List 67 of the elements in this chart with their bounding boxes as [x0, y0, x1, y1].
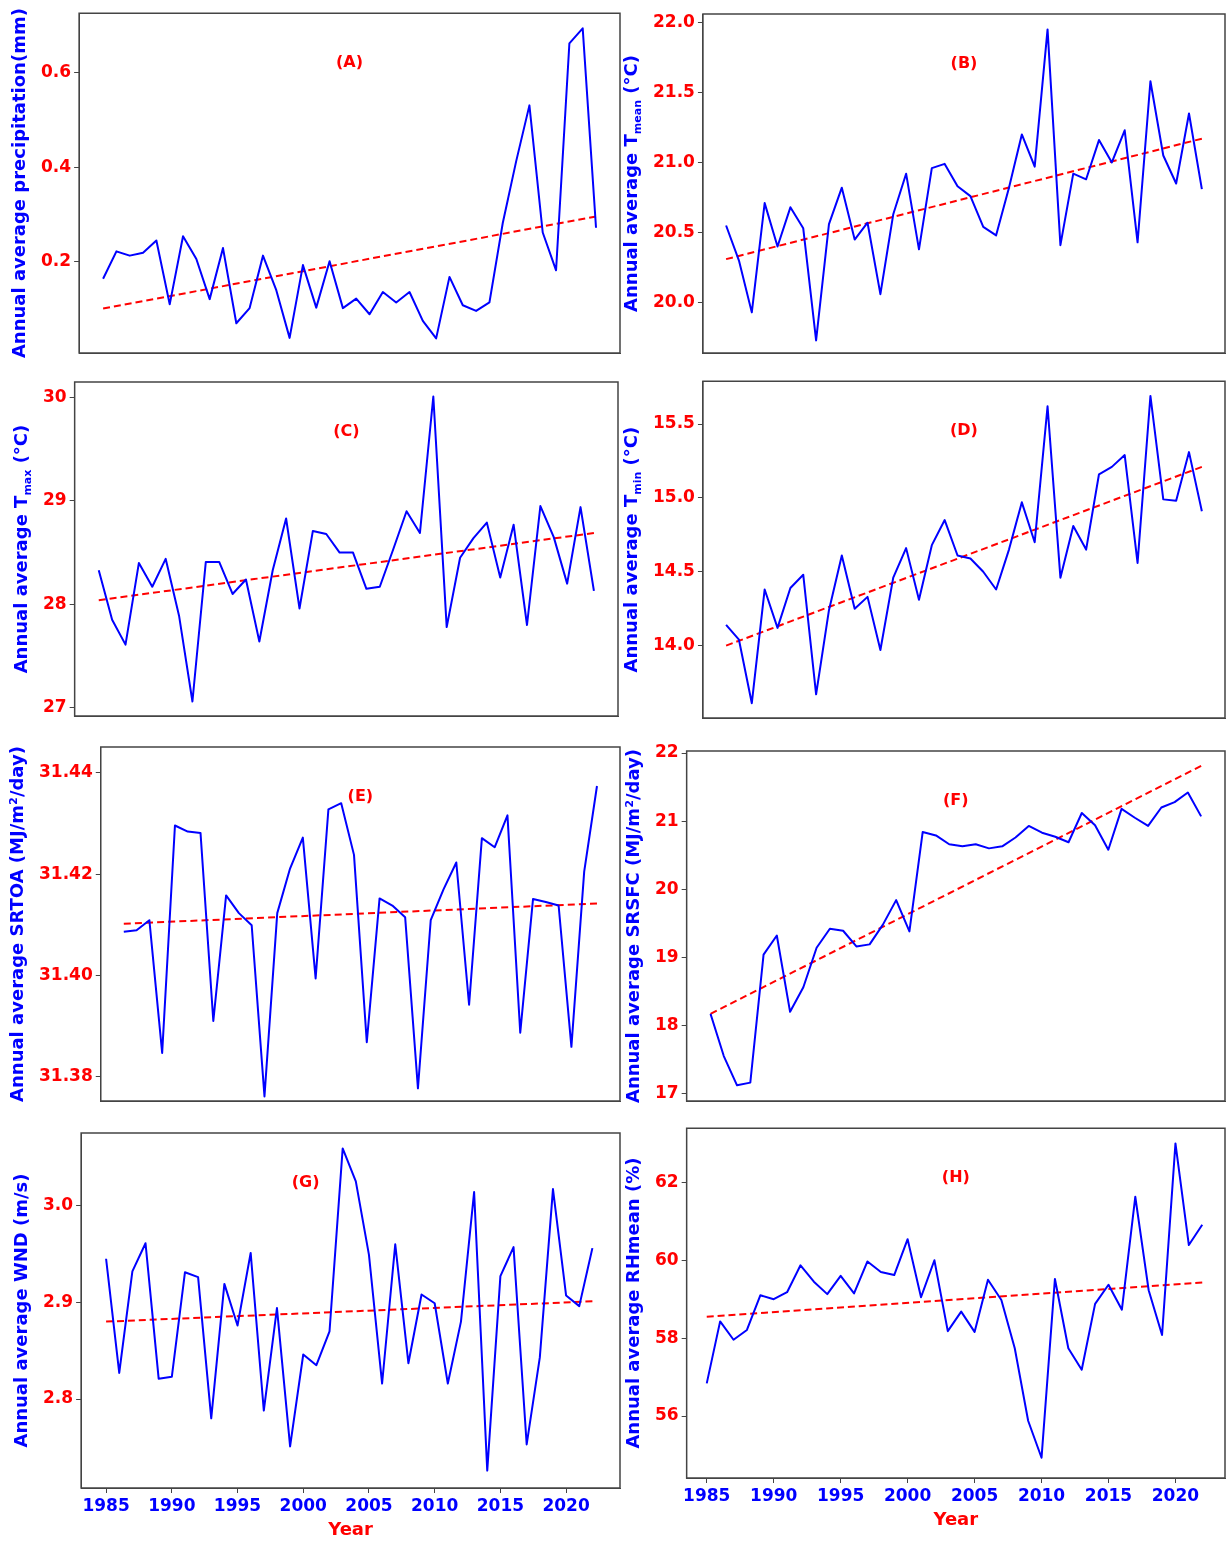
x-axis-title: Year [932, 1507, 979, 1529]
x-tick-label: 2015 [1084, 1484, 1133, 1505]
x-tick-label: 2020 [1151, 1484, 1200, 1505]
y-tick-label: 31.40 [38, 963, 93, 984]
x-tick-label: 2015 [476, 1494, 525, 1515]
y-axis-title: Annual average Tmean (°C) [619, 55, 645, 312]
y-tick-label: 62 [654, 1170, 679, 1191]
x-tick-label: 2020 [542, 1494, 590, 1515]
text: (D) [950, 420, 978, 440]
y-tick-label: 30 [42, 385, 67, 406]
y-tick-label: 21 [654, 809, 679, 830]
y-tick-label: 0.6 [40, 61, 72, 82]
x-tick-label: 2005 [345, 1494, 393, 1515]
y-tick-label: 17 [654, 1081, 679, 1102]
y-tick-label: 22.0 [652, 10, 696, 31]
y-axis-title: Annual average Tmin (°C) [619, 426, 645, 673]
text: (C) [333, 421, 360, 441]
y-tick-label: 15.0 [652, 486, 696, 507]
y-tick-label: 3.0 [42, 1193, 74, 1214]
y-axis-title: Annual average precipitation(mm) [7, 8, 29, 359]
y-tick-label: 2.9 [42, 1290, 74, 1311]
y-axis-title: Annual average WND (m/s) [9, 1173, 31, 1448]
y-tick-label: 20.0 [652, 290, 696, 311]
y-tick-label: 22 [654, 741, 679, 762]
y-tick-label: 31.42 [38, 862, 93, 883]
y-tick-label: 18 [654, 1013, 679, 1034]
y-axis-title: Annual average SRSFC (MJ/m²/day) [621, 748, 643, 1104]
y-tick-label: 20 [654, 877, 679, 898]
x-tick-label: 2000 [883, 1484, 932, 1505]
y-tick-label: 31.44 [38, 761, 93, 782]
y-tick-label: 14.0 [652, 634, 696, 655]
x-tick-label: 2010 [1017, 1484, 1066, 1505]
y-tick-label: 28 [42, 592, 67, 613]
text: (A) [336, 52, 364, 72]
x-tick-label: 2005 [950, 1484, 999, 1505]
x-axis-title: Year [327, 1517, 373, 1539]
x-tick-label: 2000 [279, 1494, 328, 1515]
y-tick-label: 56 [654, 1404, 679, 1425]
y-tick-label: 0.2 [40, 250, 72, 271]
y-tick-label: 20.5 [652, 220, 695, 241]
y-axis-title: Annual average Tmax (°C) [9, 424, 35, 674]
text: (B) [950, 53, 978, 73]
text: (E) [347, 786, 374, 806]
text: (F) [943, 790, 969, 810]
x-tick-label: 1990 [750, 1484, 798, 1505]
y-tick-label: 31.38 [38, 1065, 93, 1086]
y-tick-label: 15.5 [652, 412, 695, 433]
x-tick-label: 1985 [683, 1484, 731, 1505]
y-tick-label: 27 [42, 696, 67, 717]
y-tick-label: 19 [654, 945, 679, 966]
text: (H) [941, 1167, 970, 1187]
y-tick-label: 21.5 [652, 80, 695, 101]
y-axis-title: Annual average RHmean (%) [621, 1157, 643, 1449]
x-tick-label: 1985 [82, 1494, 130, 1515]
text: (G) [291, 1172, 320, 1192]
y-tick-label: 14.5 [652, 560, 695, 581]
y-tick-label: 29 [42, 489, 67, 510]
y-axis-title: Annual average SRTOA (MJ/m²/day) [5, 746, 27, 1102]
y-tick-label: 60 [654, 1248, 679, 1269]
y-tick-label: 21.0 [652, 150, 696, 171]
x-tick-label: 1995 [817, 1484, 865, 1505]
x-tick-label: 2010 [411, 1494, 459, 1515]
y-tick-label: 0.4 [40, 155, 72, 176]
x-tick-label: 1990 [148, 1494, 196, 1515]
y-tick-label: 58 [654, 1326, 679, 1347]
y-tick-label: 2.8 [42, 1387, 74, 1408]
x-tick-label: 1995 [213, 1494, 262, 1515]
